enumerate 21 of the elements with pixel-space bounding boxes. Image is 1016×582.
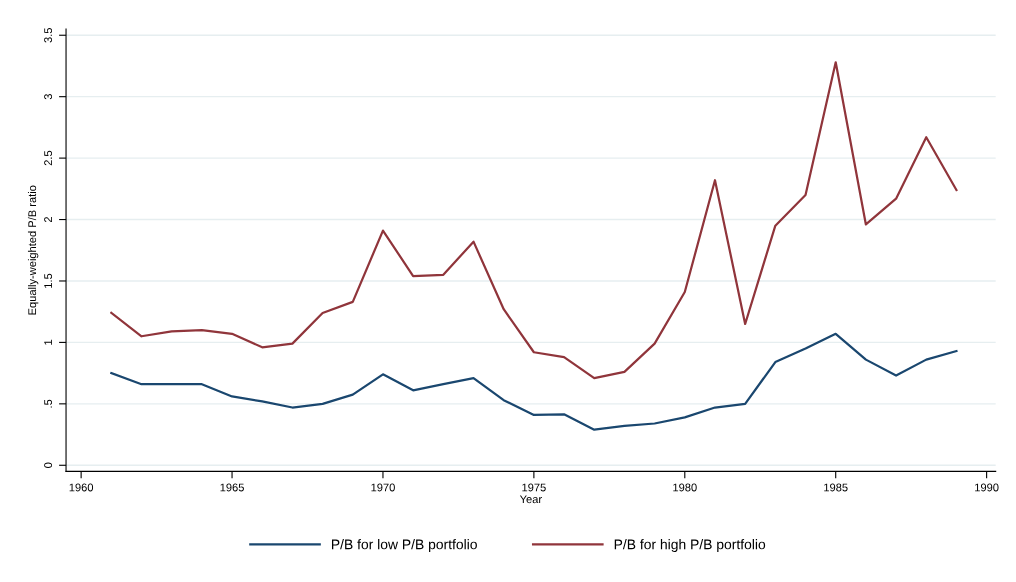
y-tick-label: .5: [44, 399, 53, 408]
y-axis-title: Equally-weighted P/B ratio: [27, 185, 39, 315]
x-tick-label: 1990: [975, 483, 999, 492]
x-tick-label: 1980: [673, 483, 697, 492]
x-tick-label: 1985: [824, 483, 848, 492]
y-tick-label: 3: [44, 94, 53, 100]
line-series: [110, 61, 958, 380]
x-tick-label: 1970: [371, 483, 395, 492]
y-tick-label: 0: [44, 462, 53, 468]
x-axis-title: Year: [519, 495, 542, 504]
legend-label: P/B for high P/B portfolio: [614, 539, 766, 553]
y-tick-label: 2: [44, 217, 52, 223]
x-tick-label: 1965: [220, 483, 244, 492]
y-tick-label: 1: [44, 339, 52, 345]
y-tick-label: 1.5: [44, 273, 53, 288]
x-tick-label: 1960: [69, 483, 94, 492]
x-tick-label: 1975: [522, 483, 546, 492]
line-series: [110, 332, 958, 431]
y-tick-label: 3.5: [44, 27, 53, 43]
y-tick-label: 2.5: [44, 150, 53, 166]
legend-label: P/B for low P/B portfolio: [331, 539, 477, 553]
